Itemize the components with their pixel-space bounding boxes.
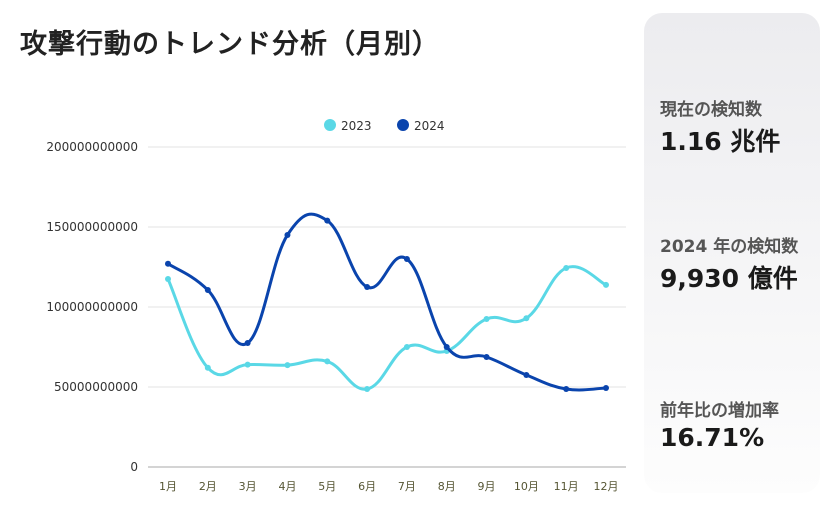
data-point-2024 bbox=[403, 256, 410, 262]
legend-label: 2023 bbox=[341, 119, 372, 133]
stat-current-detections: 現在の検知数 1.16 兆件 bbox=[660, 95, 780, 158]
data-point-2023 bbox=[523, 315, 530, 322]
y-tick-label: 200000000000 bbox=[46, 140, 138, 154]
stat-label: 現在の検知数 bbox=[660, 100, 762, 120]
legend-marker bbox=[324, 119, 336, 131]
line-chart: 0 50000000000 100000000000 150000000000 2000… bbox=[46, 119, 626, 493]
x-tick-label: 10月 bbox=[514, 480, 539, 493]
x-tick-label: 11月 bbox=[554, 480, 579, 493]
series-line-2023 bbox=[166, 265, 607, 391]
x-tick-label: 4月 bbox=[278, 480, 296, 493]
stat-label: 前年比の増加率 bbox=[660, 401, 779, 421]
stat-label: 2024 年の検知数 bbox=[660, 237, 799, 257]
x-tick-label: 2月 bbox=[199, 480, 217, 493]
data-point-2023 bbox=[284, 362, 291, 369]
stat-yoy-growth: 前年比の増加率 16.71% bbox=[660, 396, 779, 452]
data-point-2023 bbox=[483, 316, 490, 322]
data-point-2024 bbox=[364, 284, 371, 290]
x-tick-label: 9月 bbox=[478, 480, 496, 493]
x-tick-label: 8月 bbox=[438, 480, 456, 493]
data-point-2023 bbox=[204, 364, 211, 371]
data-point-2023 bbox=[165, 276, 171, 282]
y-tick-label: 150000000000 bbox=[46, 220, 138, 234]
stat-value: 1.16 兆件 bbox=[660, 127, 781, 156]
data-point-2023 bbox=[364, 386, 371, 392]
stat-value: 9,930 億件 bbox=[660, 264, 798, 293]
data-point-2024 bbox=[523, 372, 530, 378]
x-tick-label: 1月 bbox=[159, 480, 177, 493]
data-point-2024 bbox=[603, 384, 609, 391]
data-point-2023 bbox=[603, 281, 609, 288]
data-point-2024 bbox=[284, 232, 291, 238]
data-point-2023 bbox=[563, 264, 570, 271]
legend-label: 2024 bbox=[414, 119, 445, 133]
stats-panel: 現在の検知数 1.16 兆件 2024 年の検知数 9,930 億件 前年比の増… bbox=[644, 13, 820, 493]
data-point-2024 bbox=[165, 260, 171, 267]
x-tick-label: 6月 bbox=[358, 480, 376, 493]
x-tick-label: 5月 bbox=[318, 480, 336, 493]
x-tick-label: 3月 bbox=[239, 480, 257, 493]
stat-2024-detections: 2024 年の検知数 9,930 億件 bbox=[660, 232, 798, 295]
data-point-2024 bbox=[443, 344, 450, 350]
data-point-2023 bbox=[244, 361, 251, 368]
data-point-2024 bbox=[204, 287, 211, 294]
data-point-2024 bbox=[483, 354, 490, 360]
data-point-2023 bbox=[403, 344, 410, 350]
x-tick-label: 12月 bbox=[594, 480, 619, 493]
stat-value: 16.71% bbox=[660, 423, 765, 452]
legend-marker bbox=[397, 119, 409, 131]
y-tick-label: 50000000000 bbox=[54, 380, 138, 394]
data-point-2024 bbox=[563, 386, 570, 392]
data-point-2024 bbox=[244, 340, 251, 346]
data-point-2024 bbox=[324, 217, 331, 224]
data-point-2023 bbox=[324, 358, 331, 365]
x-tick-label: 7月 bbox=[398, 480, 416, 493]
page-title: 攻撃行動のトレンド分析（月別） bbox=[20, 29, 440, 60]
y-tick-label: 0 bbox=[130, 460, 138, 474]
y-tick-label: 100000000000 bbox=[46, 300, 138, 314]
